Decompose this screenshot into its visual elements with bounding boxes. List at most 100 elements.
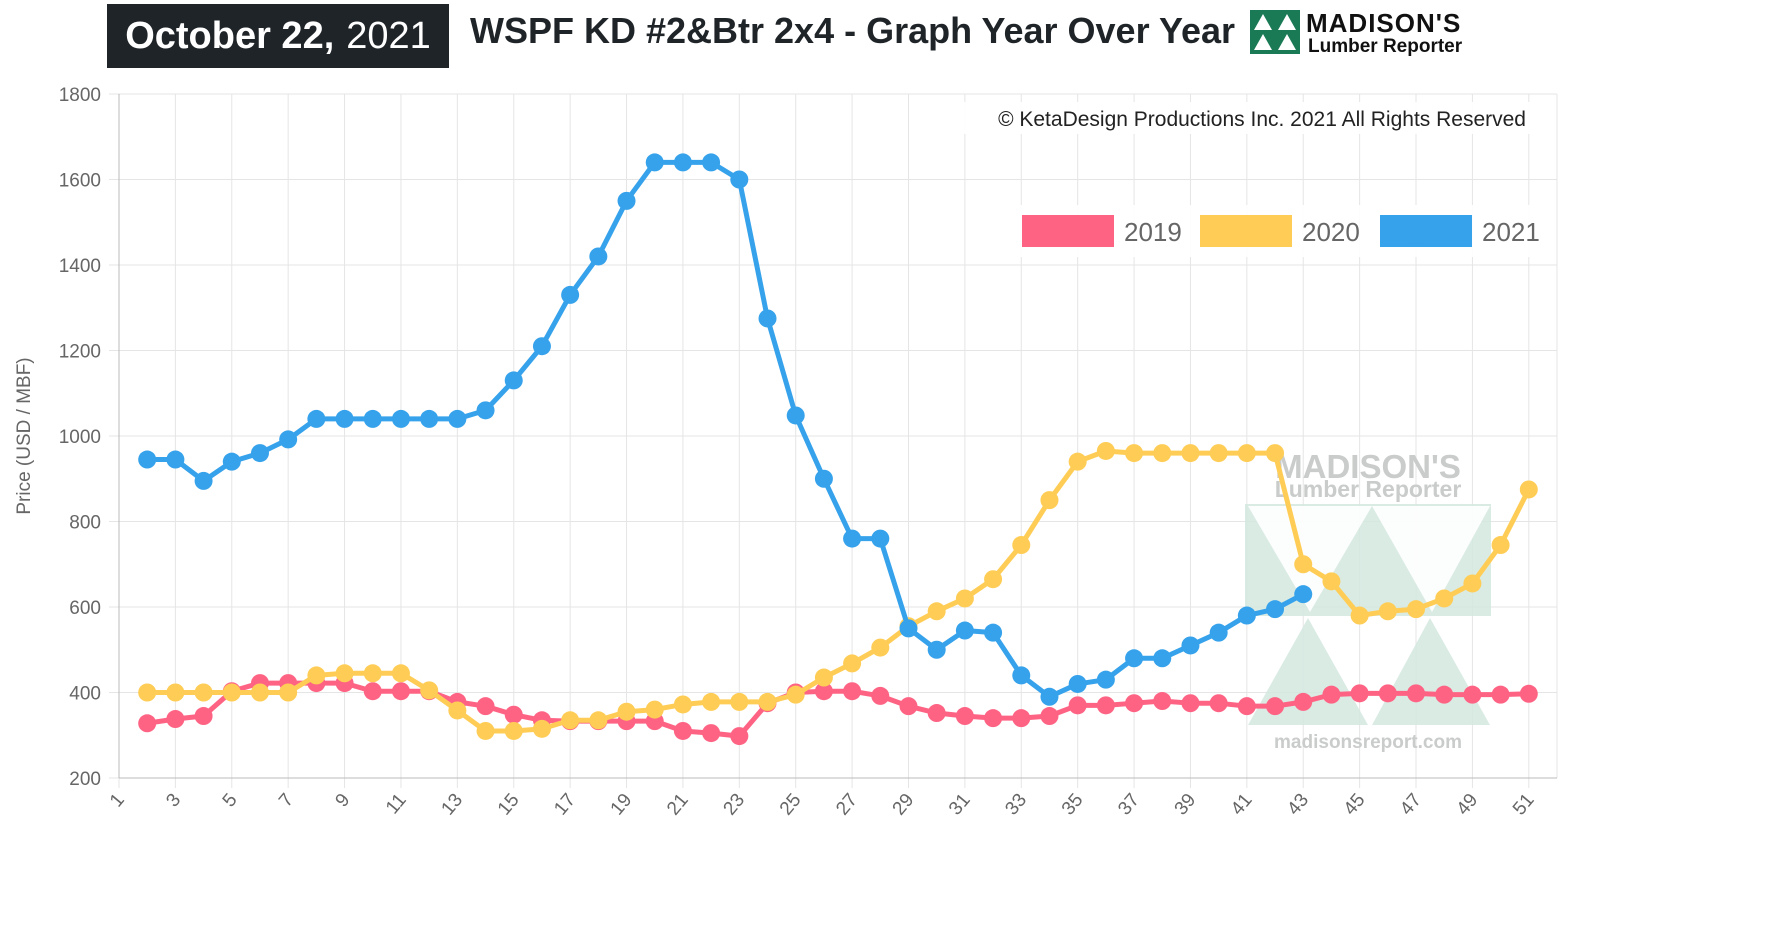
data-point-2019 <box>1153 692 1172 711</box>
x-tick-label: 35 <box>1058 790 1088 820</box>
data-point-2021 <box>1012 666 1031 685</box>
data-point-2019 <box>1435 685 1454 704</box>
x-tick-label: 43 <box>1283 790 1313 820</box>
data-point-2020 <box>617 702 636 721</box>
watermark-triangle <box>1372 618 1490 725</box>
data-point-2020 <box>1181 444 1200 463</box>
data-point-2019 <box>814 682 833 701</box>
data-point-2021 <box>1153 649 1172 668</box>
data-point-2020 <box>1322 572 1341 591</box>
data-point-2019 <box>1068 696 1087 715</box>
data-point-2021 <box>617 191 636 210</box>
data-point-2020 <box>1519 480 1538 499</box>
data-point-2020 <box>476 721 495 740</box>
data-point-2021 <box>279 430 298 449</box>
data-point-2021 <box>1237 606 1256 625</box>
data-point-2020 <box>363 664 382 683</box>
data-point-2019 <box>1209 694 1228 713</box>
data-point-2021 <box>1181 636 1200 655</box>
data-point-2021 <box>391 409 410 428</box>
data-point-2020 <box>843 654 862 673</box>
data-point-2019 <box>1181 694 1200 713</box>
data-point-2021 <box>589 247 608 266</box>
data-point-2020 <box>250 683 269 702</box>
data-point-2019 <box>843 682 862 701</box>
x-tick-label: 25 <box>776 790 806 820</box>
data-point-2019 <box>363 682 382 701</box>
data-point-2019 <box>899 697 918 716</box>
data-point-2019 <box>927 704 946 723</box>
data-point-2019 <box>1463 685 1482 704</box>
data-point-2019 <box>1407 684 1426 703</box>
x-tick-label: 11 <box>382 790 411 819</box>
data-point-2020 <box>1407 600 1426 619</box>
y-tick-label: 600 <box>69 598 101 619</box>
data-point-2020 <box>927 602 946 621</box>
x-tick-label: 41 <box>1227 790 1257 820</box>
data-point-2021 <box>673 153 692 172</box>
x-tick-label: 49 <box>1453 790 1483 820</box>
data-point-2021 <box>955 621 974 640</box>
data-point-2019 <box>984 709 1003 728</box>
data-point-2020 <box>1068 452 1087 471</box>
data-point-2020 <box>1125 444 1144 463</box>
data-point-2019 <box>166 710 185 729</box>
data-point-2020 <box>1463 574 1482 593</box>
data-point-2021 <box>871 529 890 548</box>
y-tick-label: 1200 <box>59 342 101 363</box>
data-point-2020 <box>307 666 326 685</box>
data-point-2020 <box>335 664 354 683</box>
legend-swatch-2021 <box>1380 215 1472 247</box>
data-point-2019 <box>730 727 749 746</box>
y-tick-label: 200 <box>69 769 101 790</box>
data-point-2019 <box>1519 684 1538 703</box>
data-point-2020 <box>561 711 580 730</box>
data-point-2020 <box>1378 602 1397 621</box>
data-point-2019 <box>1378 684 1397 703</box>
x-tick-label: 19 <box>607 790 637 820</box>
data-point-2021 <box>1068 674 1087 693</box>
data-point-2019 <box>673 721 692 740</box>
data-point-2019 <box>1350 684 1369 703</box>
series-2020 <box>138 441 1538 740</box>
legend-label-2019: 2019 <box>1124 217 1182 247</box>
y-tick-label: 1600 <box>59 171 101 192</box>
data-point-2020 <box>871 638 890 657</box>
data-point-2021 <box>730 170 749 189</box>
y-tick-label: 1000 <box>59 427 101 448</box>
x-tick-label: 9 <box>332 790 355 812</box>
data-point-2020 <box>1096 441 1115 460</box>
chart-title: WSPF KD #2&Btr 2x4 - Graph Year Over Yea… <box>470 10 1236 51</box>
data-point-2019 <box>194 707 213 726</box>
data-point-2019 <box>1294 692 1313 711</box>
data-point-2020 <box>955 589 974 608</box>
data-point-2021 <box>758 309 777 328</box>
data-point-2020 <box>166 683 185 702</box>
y-tick-label: 400 <box>69 684 101 705</box>
logo-brand: MADISON'S <box>1306 8 1462 38</box>
data-point-2019 <box>955 707 974 726</box>
data-point-2021 <box>307 409 326 428</box>
x-tick-label: 31 <box>945 790 975 820</box>
data-point-2019 <box>1237 697 1256 716</box>
x-tick-label: 27 <box>832 790 862 820</box>
date-year: 2021 <box>346 14 431 57</box>
data-point-2020 <box>730 692 749 711</box>
data-point-2020 <box>448 701 467 720</box>
x-tick-label: 29 <box>889 790 919 820</box>
data-point-2021 <box>138 450 157 469</box>
y-axis-title: Price (USD / MBF) <box>14 357 35 514</box>
data-point-2020 <box>1040 491 1059 510</box>
data-point-2020 <box>984 570 1003 589</box>
data-point-2021 <box>927 640 946 659</box>
data-point-2021 <box>814 469 833 488</box>
logo-mark-icon <box>1250 10 1300 54</box>
x-tick-label: 1 <box>106 790 129 812</box>
data-point-2019 <box>504 705 523 724</box>
data-point-2021 <box>561 285 580 304</box>
x-tick-label: 47 <box>1396 790 1426 820</box>
data-point-2020 <box>420 681 439 700</box>
data-point-2019 <box>702 724 721 743</box>
chart-series <box>138 153 1538 746</box>
